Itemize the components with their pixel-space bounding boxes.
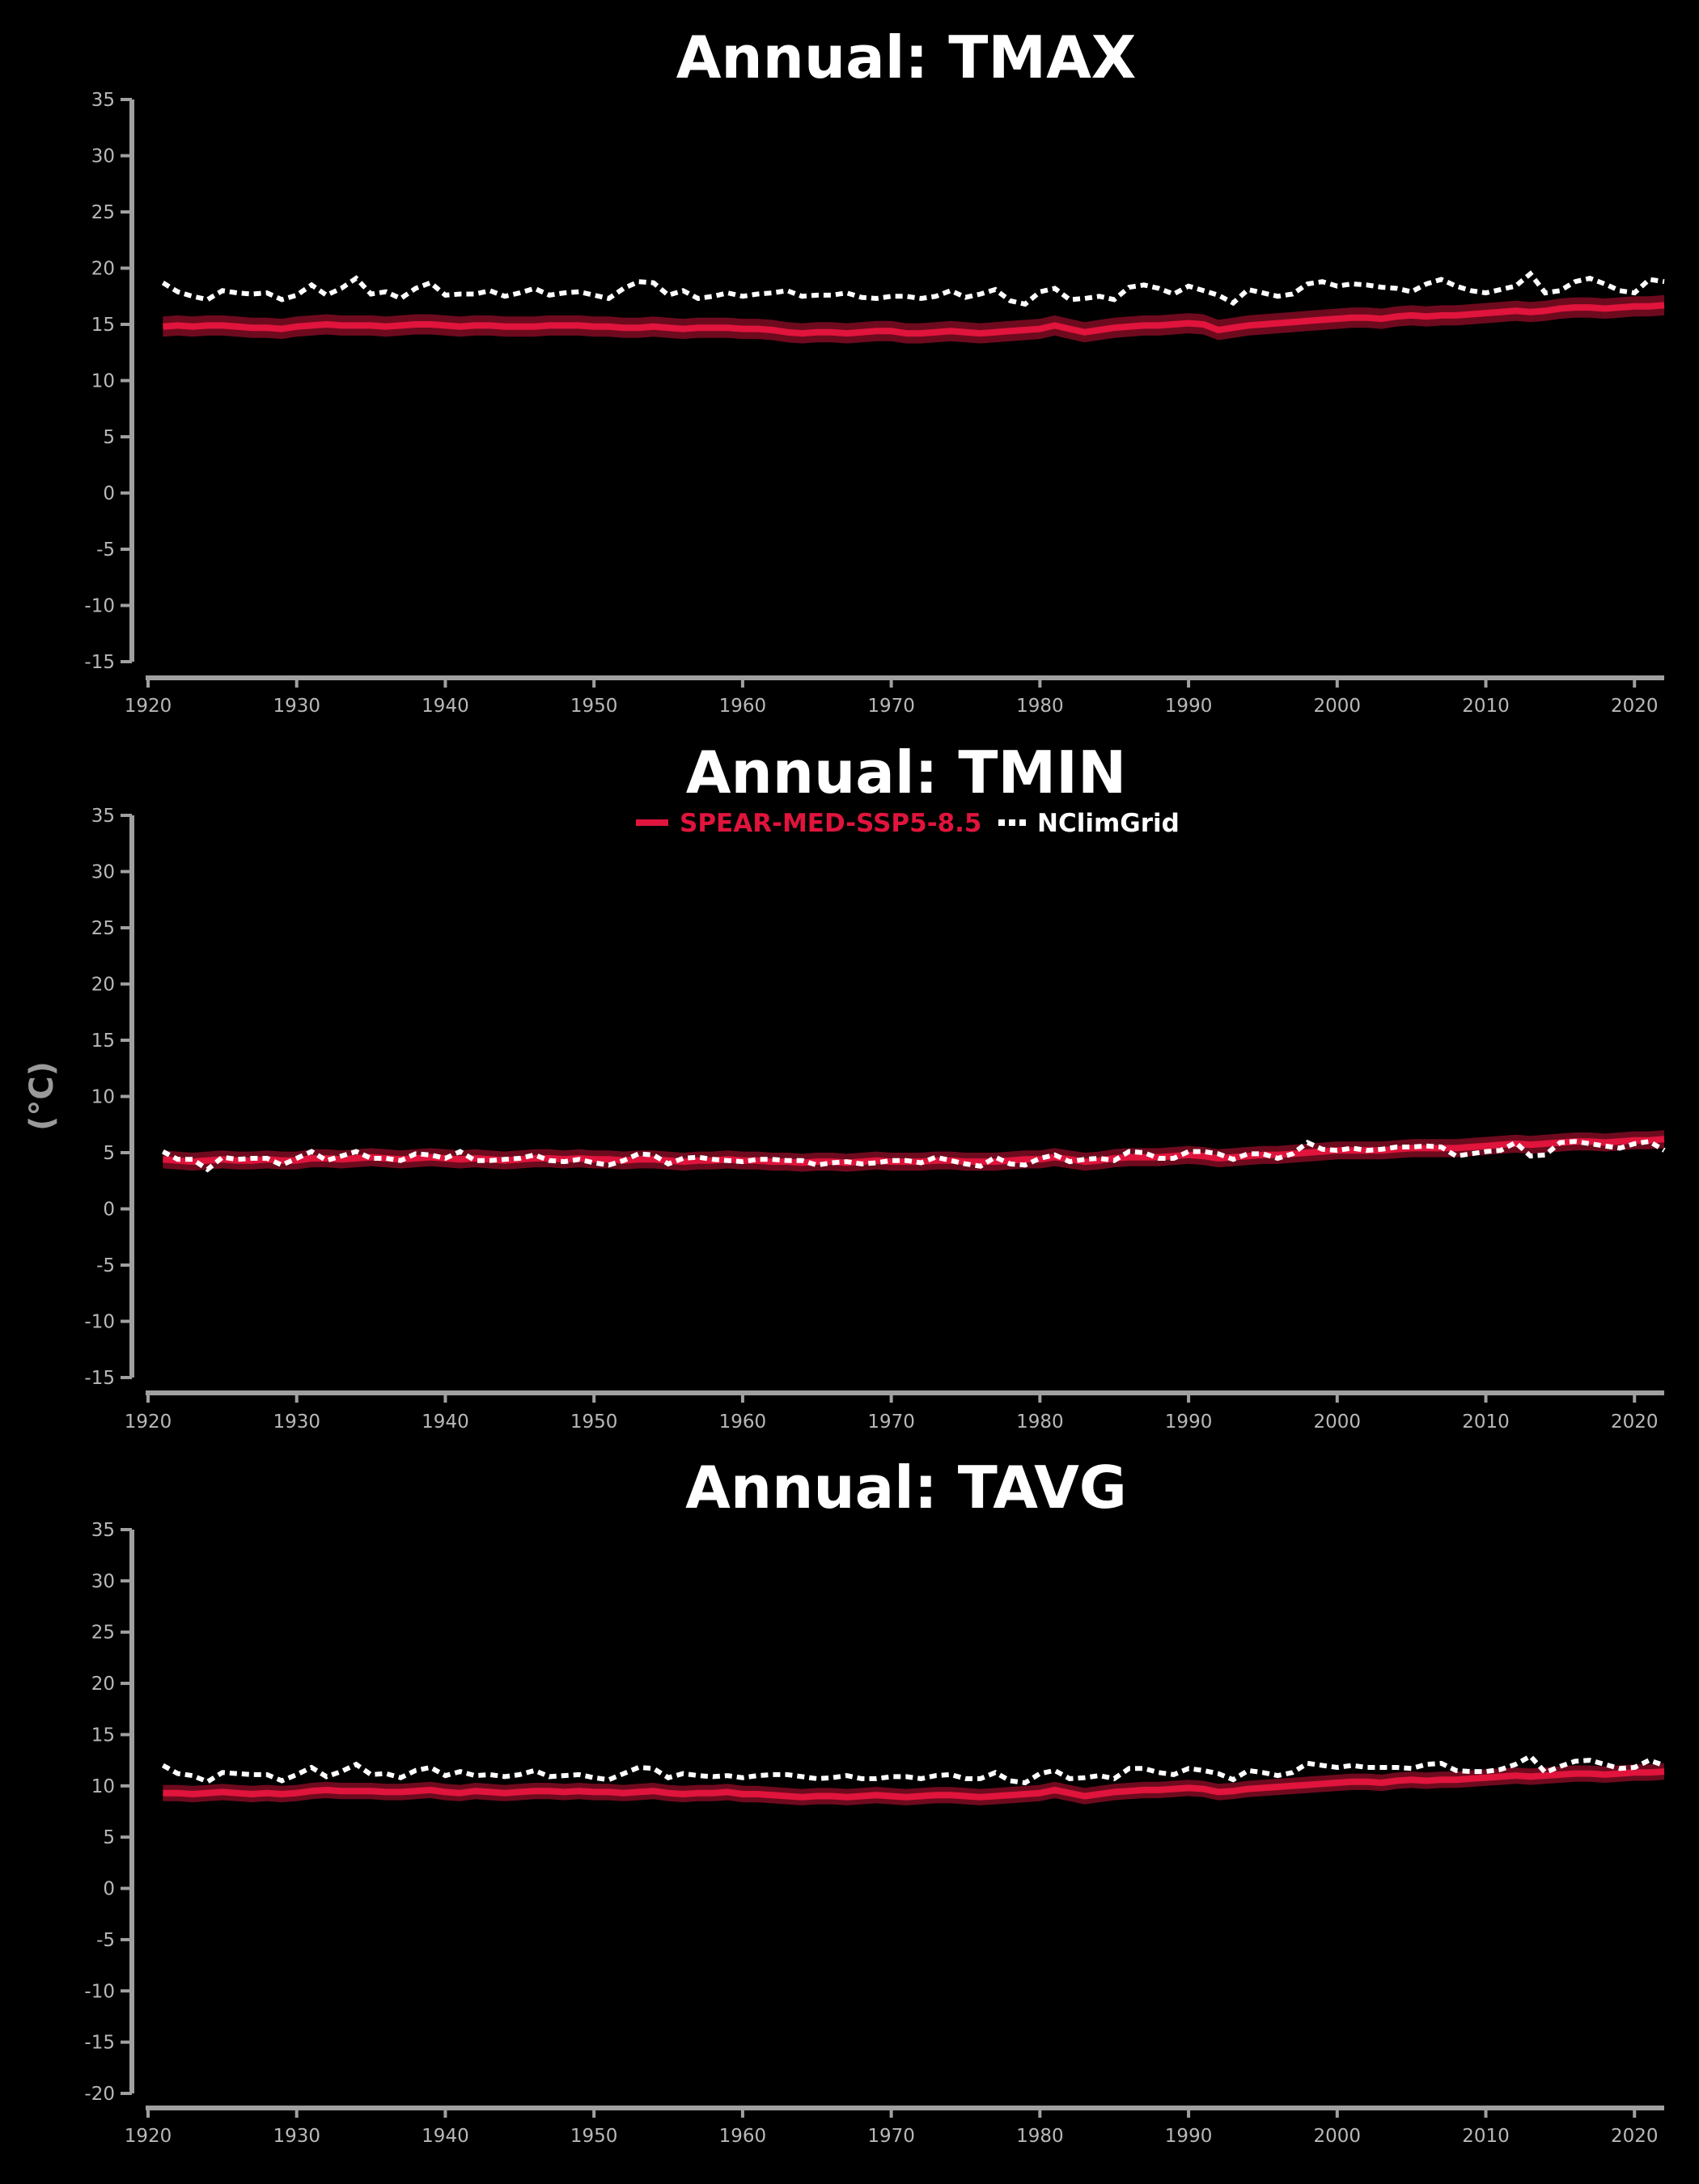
x-tick-label: 1960 (719, 2126, 767, 2147)
y-tick-label: -10 (84, 596, 115, 617)
y-tick-label: 10 (91, 1776, 115, 1797)
y-tick-label: 20 (91, 1674, 115, 1695)
y-tick-label: 0 (103, 1200, 115, 1221)
panel-title: Annual: TMIN (686, 739, 1126, 806)
series-spear-med-ssp5-8-5 (163, 302, 1665, 337)
x-tick-label: 1950 (570, 696, 618, 717)
y-tick-label: -15 (84, 652, 115, 673)
y-tick-label: 15 (91, 1725, 115, 1746)
y-tick-label: 35 (91, 1520, 115, 1541)
y-tick-label: 20 (91, 975, 115, 996)
x-tick-label: 1950 (570, 1412, 618, 1433)
series-nclimgrid (161, 1753, 1665, 1786)
y-tick-label: -10 (84, 1312, 115, 1333)
x-tick-label: 1970 (867, 696, 915, 717)
x-tick-label: 2020 (1611, 2126, 1659, 2147)
y-tick-label: 30 (91, 862, 115, 883)
x-tick-label: 1950 (570, 2126, 618, 2147)
x-tick-label: 1930 (273, 2126, 320, 2147)
panel-title: Annual: TAVG (685, 1454, 1127, 1522)
y-tick-label: 10 (91, 1087, 115, 1108)
x-tick-label: 1980 (1016, 2126, 1064, 2147)
x-tick-label: 1920 (125, 2126, 172, 2147)
panel-title: Annual: TMAX (676, 23, 1137, 91)
x-tick-label: 1920 (125, 1412, 172, 1433)
x-tick-label: 1990 (1165, 696, 1213, 717)
y-tick-label: 0 (103, 1879, 115, 1900)
x-tick-label: 2010 (1462, 1412, 1510, 1433)
y-tick-label: -10 (84, 1981, 115, 2002)
y-tick-label: -15 (84, 2033, 115, 2054)
y-tick-label: -5 (96, 1255, 115, 1276)
panel-1: Annual: TMAX 35 30 25 20 15 10 5 0 -5 -10 -15 1920 19… (84, 23, 1665, 717)
legend-label-obs: NClimGrid (1037, 809, 1180, 838)
x-tick-label: 1990 (1165, 1412, 1213, 1433)
x-tick-label: 1960 (719, 696, 767, 717)
x-tick-label: 2000 (1314, 2126, 1362, 2147)
series-spear-med-ssp5-8-5 (163, 1768, 1665, 1801)
y-tick-label: 25 (91, 202, 115, 223)
panel-3: Annual: TAVG 35 30 25 20 15 10 5 0 -5 -10 -15 -20 192… (84, 1454, 1665, 2147)
y-tick-label: 15 (91, 315, 115, 336)
series-nclimgrid (161, 270, 1665, 307)
x-tick-label: 1920 (125, 696, 172, 717)
x-tick-label: 2000 (1314, 696, 1362, 717)
x-tick-label: 2010 (1462, 696, 1510, 717)
series-model-range-band (163, 1763, 1664, 1805)
series-nclimgrid (161, 1138, 1666, 1173)
y-tick-label: 25 (91, 1623, 115, 1644)
panels: Annual: TMAX 35 30 25 20 15 10 5 0 -5 -10 -15 1920 19… (84, 23, 1666, 2147)
y-tick-label: 20 (91, 259, 115, 280)
x-tick-label: 2000 (1314, 1412, 1362, 1433)
legend: SPEAR-MED-SSP5-8.5 NClimGrid (636, 809, 1180, 838)
x-tick-label: 2010 (1462, 2126, 1510, 2147)
x-tick-label: 2020 (1611, 1412, 1659, 1433)
x-tick-label: 1960 (719, 1412, 767, 1433)
x-tick-label: 1980 (1016, 696, 1064, 717)
y-tick-label: 10 (91, 371, 115, 392)
y-tick-label: 30 (91, 1571, 115, 1592)
x-tick-label: 1940 (422, 696, 469, 717)
y-tick-label: 25 (91, 918, 115, 939)
x-tick-label: 1940 (422, 1412, 469, 1433)
y-tick-label: -5 (96, 1930, 115, 1951)
y-tick-label: 5 (103, 1143, 115, 1164)
series-spear-med-ssp5-8-5 (163, 1136, 1665, 1166)
x-tick-label: 1930 (273, 696, 320, 717)
panel-2: Annual: TMIN 35 30 25 20 15 10 5 0 -5 -10 -15 1920 19… (84, 739, 1666, 1433)
y-tick-label: -20 (84, 2084, 115, 2105)
y-tick-label: 5 (103, 427, 115, 448)
y-tick-label: 0 (103, 484, 115, 505)
y-tick-label: 5 (103, 1827, 115, 1848)
x-tick-label: 1970 (867, 1412, 915, 1433)
y-tick-label: -5 (96, 540, 115, 561)
x-tick-label: 1990 (1165, 2126, 1213, 2147)
y-tick-label: 15 (91, 1031, 115, 1052)
y-tick-label: -15 (84, 1368, 115, 1389)
x-tick-label: 1930 (273, 1412, 320, 1433)
x-tick-label: 2020 (1611, 696, 1659, 717)
y-tick-label: 35 (91, 806, 115, 827)
legend-label-model: SPEAR-MED-SSP5-8.5 (680, 809, 981, 838)
x-tick-label: 1980 (1016, 1412, 1064, 1433)
x-tick-label: 1940 (422, 2126, 469, 2147)
y-tick-label: 30 (91, 146, 115, 167)
y-tick-label: 35 (91, 90, 115, 111)
series-model-range-band (163, 294, 1664, 344)
x-tick-label: 1970 (867, 2126, 915, 2147)
y-axis-label: (°C) (23, 1061, 61, 1131)
